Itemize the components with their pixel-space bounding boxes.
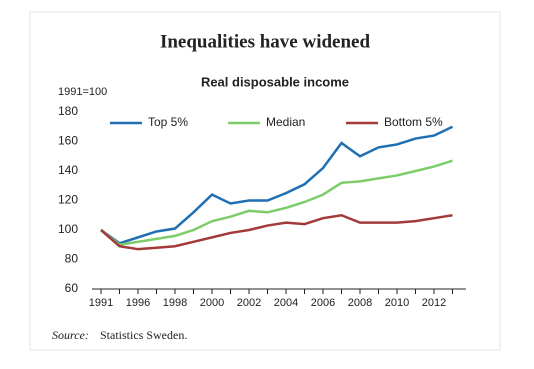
legend-label: Median [266, 115, 305, 129]
panel [29, 11, 501, 351]
y-tick-label: 60 [65, 281, 79, 295]
chart-subtitle: Real disposable income [201, 74, 349, 89]
y-tick-label: 120 [58, 193, 78, 207]
x-tick-label: 2010 [385, 297, 409, 309]
legend-label: Bottom 5% [384, 115, 443, 129]
y-tick-label: 80 [65, 252, 79, 266]
series-line [100, 213, 453, 251]
source-label: Source: [52, 328, 89, 342]
series-line [100, 125, 454, 245]
y-tick-label: 100 [58, 222, 78, 236]
x-tick-label: 1998 [163, 297, 187, 309]
x-tick-label: 2004 [274, 297, 298, 309]
x-tick-label: 2000 [200, 297, 224, 309]
y-axis-label: 1991=100 [58, 86, 107, 98]
source-text: Statistics Sweden. [100, 328, 187, 342]
x-tick-label: 1991 [89, 297, 113, 309]
x-tick-label: 2012 [422, 297, 446, 309]
chart-title: Inequalities have widened [160, 31, 371, 52]
y-tick-label: 180 [58, 104, 78, 118]
y-tick-label: 140 [58, 163, 78, 177]
x-tick-label: 2002 [237, 297, 261, 309]
x-tick-label: 1996 [126, 297, 150, 309]
x-tick-label: 2006 [311, 297, 335, 309]
legend-label: Top 5% [148, 115, 188, 129]
y-tick-label: 160 [58, 134, 78, 148]
x-tick-label: 2008 [348, 297, 372, 309]
series-line [100, 159, 453, 247]
